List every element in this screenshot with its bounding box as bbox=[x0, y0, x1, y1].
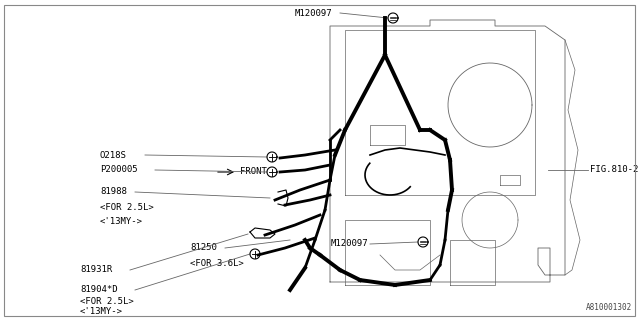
Text: O218S: O218S bbox=[100, 150, 127, 159]
Text: <FOR 3.6L>: <FOR 3.6L> bbox=[190, 259, 244, 268]
Text: 81988: 81988 bbox=[100, 188, 127, 196]
Text: <'13MY->: <'13MY-> bbox=[80, 308, 123, 316]
Text: M120097: M120097 bbox=[294, 9, 332, 18]
Text: P200005: P200005 bbox=[100, 165, 138, 174]
Text: <FOR 2.5L>: <FOR 2.5L> bbox=[80, 298, 134, 307]
Text: A810001302: A810001302 bbox=[586, 303, 632, 312]
Text: 81931R: 81931R bbox=[80, 266, 112, 275]
Text: 81250: 81250 bbox=[190, 244, 217, 252]
Text: M120097: M120097 bbox=[330, 239, 368, 249]
Text: <FOR 2.5L>: <FOR 2.5L> bbox=[100, 203, 154, 212]
Text: FIG.810-2: FIG.810-2 bbox=[590, 165, 638, 174]
Text: 81904*D: 81904*D bbox=[80, 285, 118, 294]
Text: <'13MY->: <'13MY-> bbox=[100, 218, 143, 227]
Text: FRONT: FRONT bbox=[240, 167, 267, 177]
